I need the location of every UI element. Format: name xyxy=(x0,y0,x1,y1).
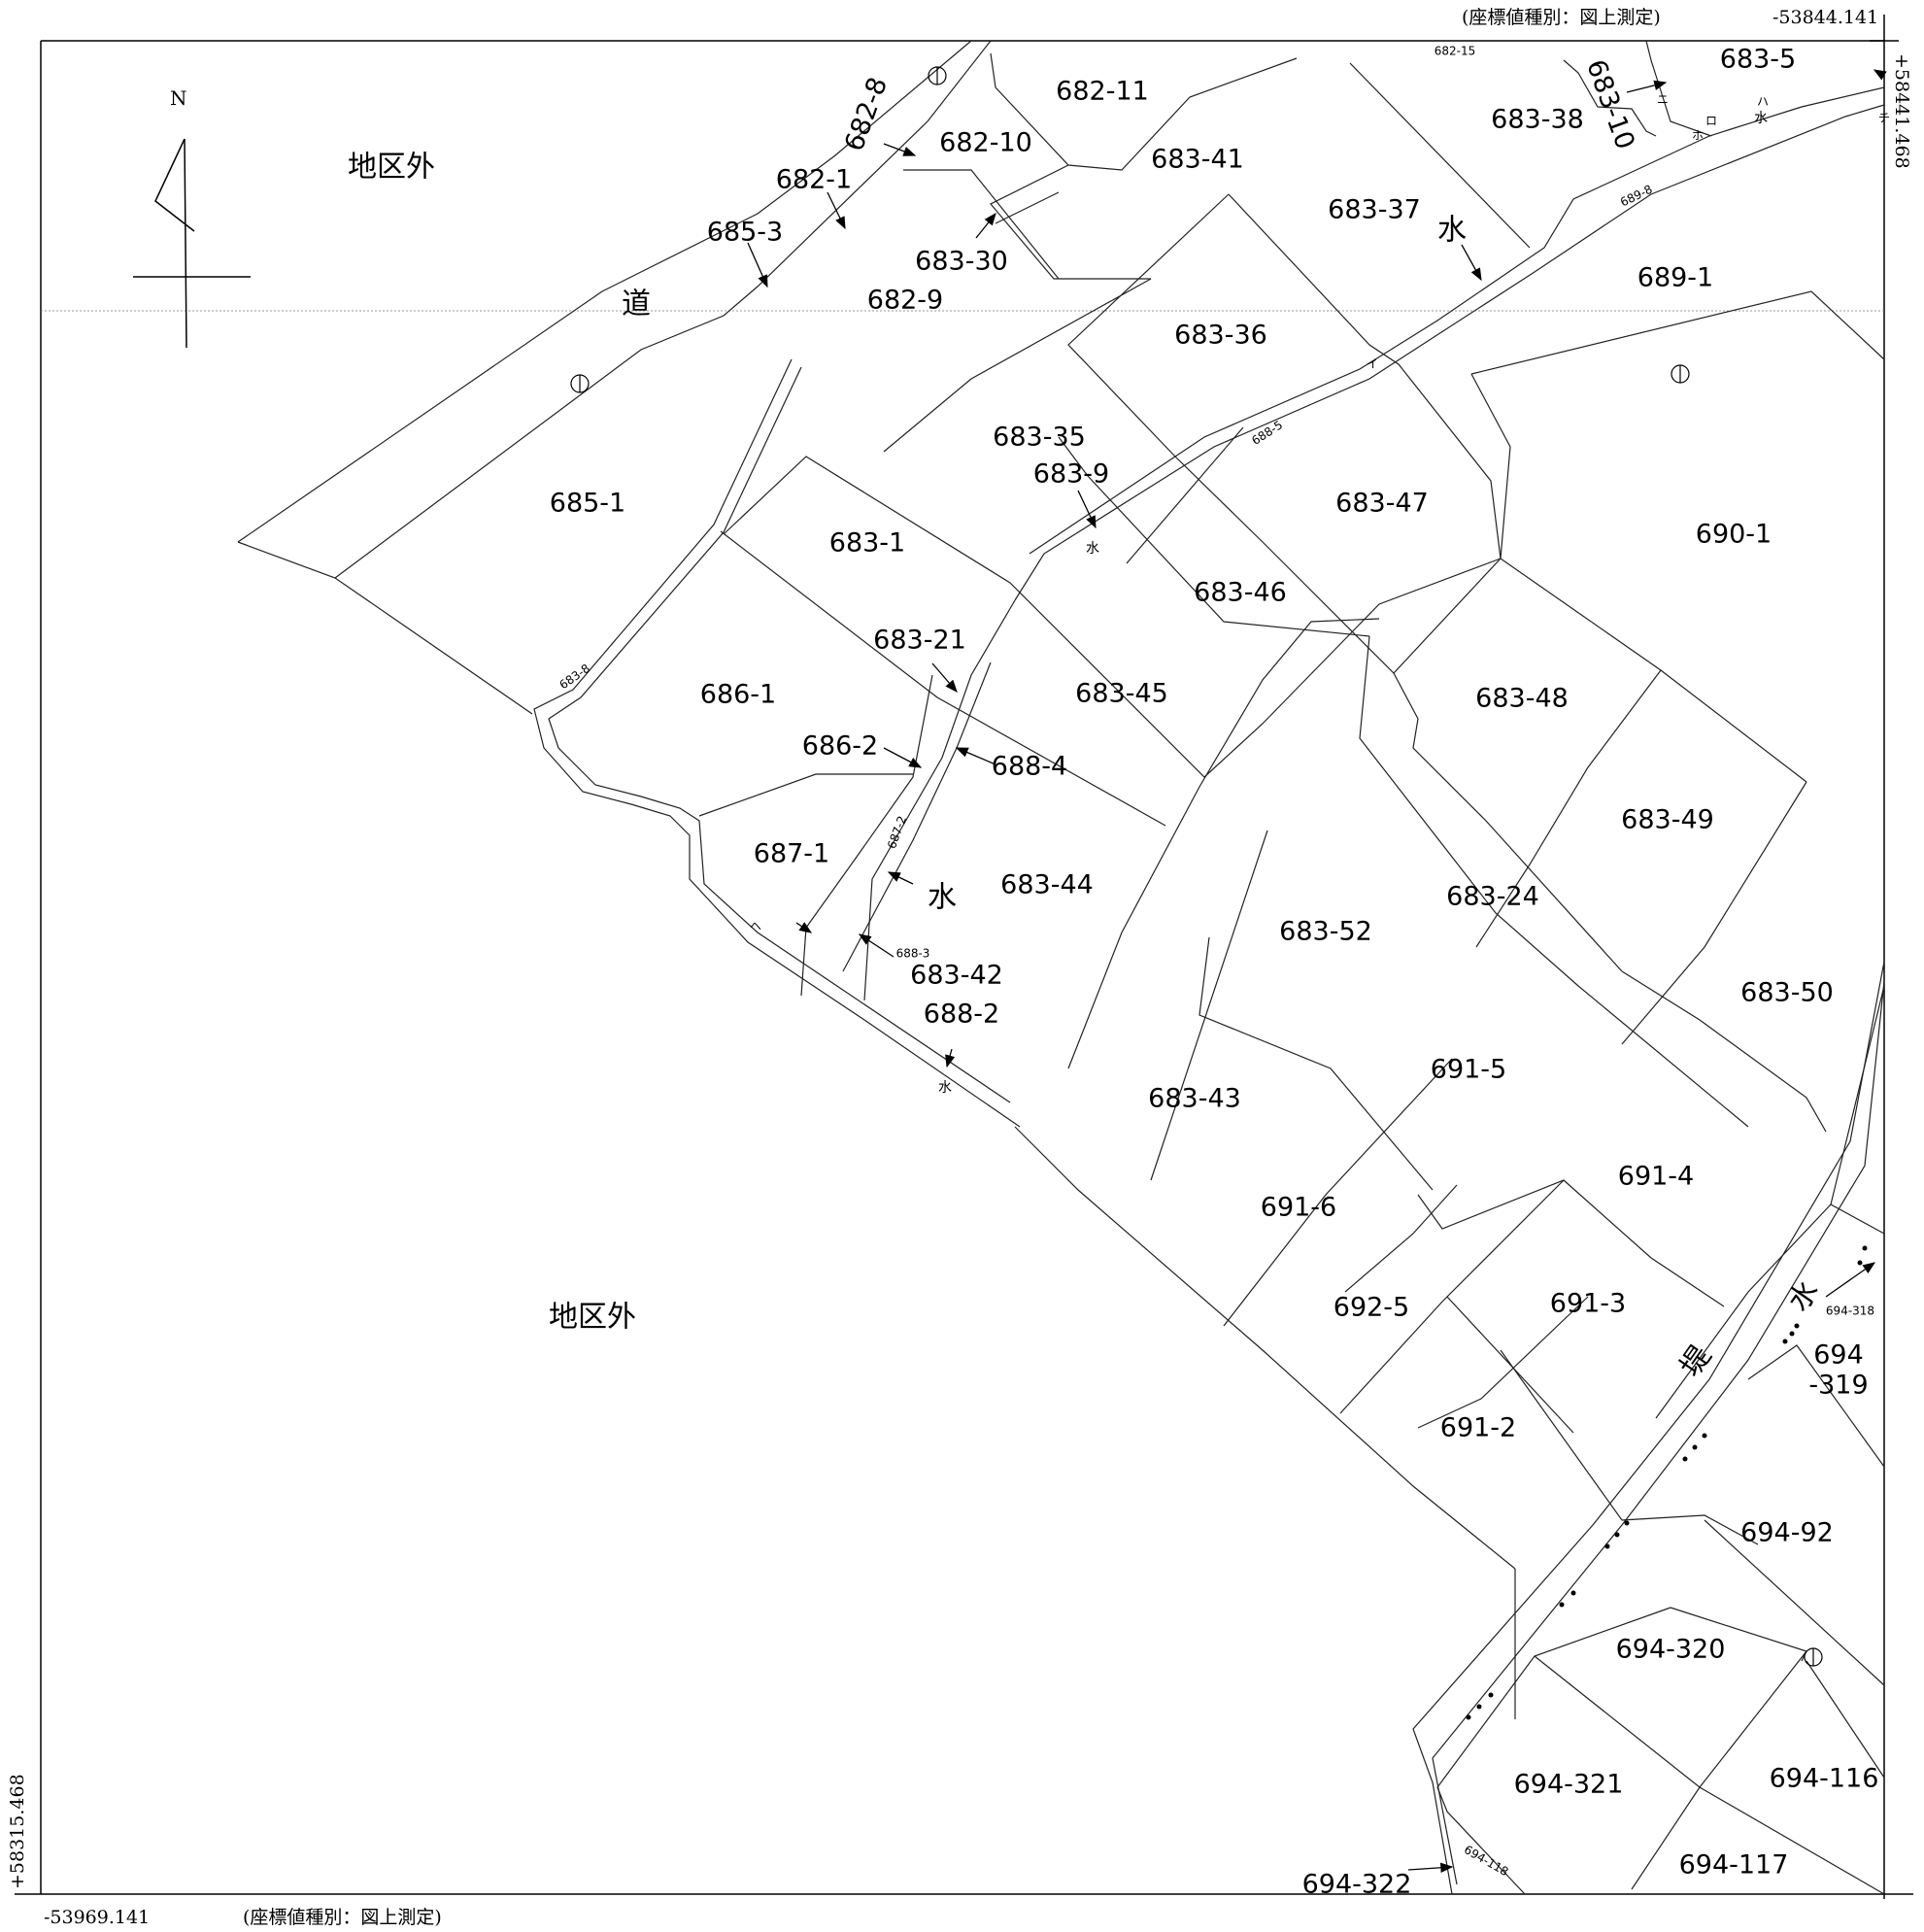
outside-district-label: 地区外 xyxy=(348,151,435,185)
parcel-label: 691-5 xyxy=(1431,1055,1506,1085)
parcel-label: 683-49 xyxy=(1621,805,1714,835)
water-label: 水 xyxy=(928,881,957,915)
parcel-label: 685-3 xyxy=(707,218,783,248)
parcel-label: 683-5 xyxy=(1720,45,1796,75)
parcel-label: 686-2 xyxy=(802,731,878,762)
north-arrow-icon: N xyxy=(133,86,251,349)
parcel-label: 683-24 xyxy=(1446,882,1539,912)
parcel-label: 691-3 xyxy=(1550,1289,1626,1319)
point-mark: ヘ xyxy=(750,920,761,933)
parcel-label: 683-1 xyxy=(829,528,905,559)
coord-y-right: +58441.468 xyxy=(1891,53,1912,169)
parcel-label: 682-10 xyxy=(939,128,1032,158)
parcel-label: 694 xyxy=(1813,1340,1864,1371)
parcel-label: 694-318 xyxy=(1826,1305,1874,1318)
parcel-label: 694-116 xyxy=(1770,1764,1879,1794)
parcel-label: 691-2 xyxy=(1440,1413,1516,1443)
leader-arrows xyxy=(747,69,1887,1873)
parcel-label: 690-1 xyxy=(1696,520,1772,550)
coord-note-bottom: (座標値種別：図上測定) xyxy=(243,1907,442,1928)
parcel-label: 688-5 xyxy=(1249,418,1285,448)
parcel-label: 683-50 xyxy=(1740,978,1834,1008)
parcel-label: 694-322 xyxy=(1302,1870,1412,1900)
road-label: 道 xyxy=(622,288,651,322)
parcel-label: 692-5 xyxy=(1333,1293,1409,1323)
coord-x-top: -53844.141 xyxy=(1772,7,1878,28)
parcel-label: 694-320 xyxy=(1616,1635,1726,1665)
point-mark: ロ xyxy=(1705,115,1717,128)
parcel-label: 682-8 xyxy=(839,73,894,154)
parcel-label: 683-35 xyxy=(993,423,1086,453)
parcel-label: 683-47 xyxy=(1335,489,1429,519)
coord-y-left: +58315.468 xyxy=(7,1774,28,1889)
parcel-label: 683-37 xyxy=(1328,195,1421,225)
parcel-label: 682-15 xyxy=(1435,45,1476,58)
point-mark: ハ xyxy=(1757,95,1769,109)
parcel-label: 688-3 xyxy=(896,947,930,961)
point-mark: イ xyxy=(1367,357,1378,371)
parcel-label: 683-46 xyxy=(1194,578,1287,608)
parcel-label: 688-2 xyxy=(924,1000,999,1030)
parcel-label: 694-117 xyxy=(1679,1850,1789,1881)
water-label: 水 xyxy=(938,1080,952,1096)
water-label: 水 xyxy=(1437,214,1467,248)
parcel-label: 686-1 xyxy=(700,680,776,710)
outside-district-label: 地区外 xyxy=(549,1301,636,1335)
survey-mark-icons xyxy=(570,66,1823,1667)
parcel-label: 694-92 xyxy=(1740,1518,1834,1548)
parcel-label: 683-21 xyxy=(873,626,966,656)
water-label: 水 xyxy=(1754,111,1768,126)
parcel-label: 682-9 xyxy=(867,286,943,316)
parcel-label: 687-2 xyxy=(885,814,909,851)
parcel-label: 691-4 xyxy=(1618,1162,1694,1192)
point-mark: チ xyxy=(1878,112,1890,125)
coord-x-bottom: -53969.141 xyxy=(44,1907,150,1928)
parcel-label: 688-4 xyxy=(992,752,1067,782)
parcel-label: 683-10 xyxy=(1580,55,1640,153)
map-frame xyxy=(15,15,1913,1899)
parcel-label: 683-41 xyxy=(1151,145,1244,175)
parcel-label: 683-43 xyxy=(1148,1084,1241,1114)
parcel-label: 683-36 xyxy=(1174,321,1267,351)
parcel-label: 683-30 xyxy=(915,247,1008,277)
water-label: 水 xyxy=(1781,1274,1826,1318)
parcel-label: 683-45 xyxy=(1075,679,1168,709)
parcel-label: 694-118 xyxy=(1462,1843,1510,1879)
parcel-label: 694-321 xyxy=(1514,1770,1624,1800)
parcel-label: 689-8 xyxy=(1618,183,1654,210)
parcel-labels: 682-15 683-5 682-11 682-8 682-10 683-38 … xyxy=(550,45,1879,1900)
point-mark: ホ xyxy=(1692,129,1704,143)
parcel-label: 683-52 xyxy=(1279,917,1372,947)
water-label: 水 xyxy=(1086,541,1099,557)
parcel-label: 689-1 xyxy=(1637,263,1713,293)
coord-note-top: (座標値種別：図上測定) xyxy=(1462,7,1661,28)
parcel-label: 691-6 xyxy=(1261,1193,1336,1223)
parcel-label: 683-42 xyxy=(910,961,1003,991)
parcel-label: -319 xyxy=(1808,1371,1868,1401)
point-mark: ニ xyxy=(1657,93,1669,107)
embankment-dots xyxy=(1466,1245,1868,1720)
parcel-label: 683-9 xyxy=(1033,459,1109,490)
svg-text:N: N xyxy=(170,86,187,110)
parcel-label: 682-11 xyxy=(1056,77,1149,107)
parcel-label: 682-1 xyxy=(776,165,852,195)
parcel-label: 683-44 xyxy=(1000,870,1094,900)
parcel-boundaries xyxy=(237,40,1885,1895)
parcel-label: 687-1 xyxy=(754,839,829,869)
parcel-label: 683-48 xyxy=(1475,684,1569,714)
parcel-label: 683-38 xyxy=(1491,105,1584,135)
parcel-label: 685-1 xyxy=(550,489,625,519)
